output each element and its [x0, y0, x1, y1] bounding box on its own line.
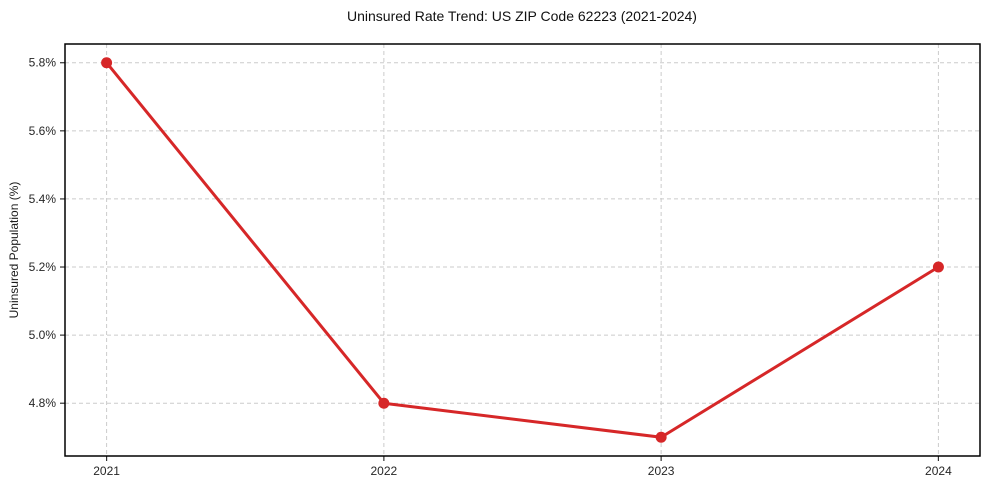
y-tick-label: 5.8% — [29, 56, 57, 70]
plot-area — [65, 44, 980, 456]
y-tick-label: 4.8% — [29, 396, 57, 410]
y-tick-label: 5.6% — [29, 124, 57, 138]
y-tick-label: 5.4% — [29, 192, 57, 206]
data-point-marker — [932, 261, 944, 273]
chart-title: Uninsured Rate Trend: US ZIP Code 62223 … — [347, 8, 697, 24]
plot-border — [64, 43, 981, 457]
x-tick-label: 2022 — [371, 464, 398, 478]
y-tick-label: 5.0% — [29, 328, 57, 342]
x-tick-label: 2024 — [925, 464, 952, 478]
y-axis-label: Uninsured Population (%) — [7, 182, 21, 319]
y-tick-label: 5.2% — [29, 260, 57, 274]
data-point-marker — [101, 57, 113, 69]
data-point-marker — [378, 397, 390, 409]
x-tick-label: 2023 — [648, 464, 675, 478]
data-point-marker — [655, 431, 667, 443]
plot-layer: 4.8% 5.0% 5.2% 5.4% 5.6% 5.8% 2021 2022 2023 2024 — [29, 43, 981, 478]
x-tick-label: 2021 — [93, 464, 120, 478]
trend-line — [105, 61, 940, 439]
